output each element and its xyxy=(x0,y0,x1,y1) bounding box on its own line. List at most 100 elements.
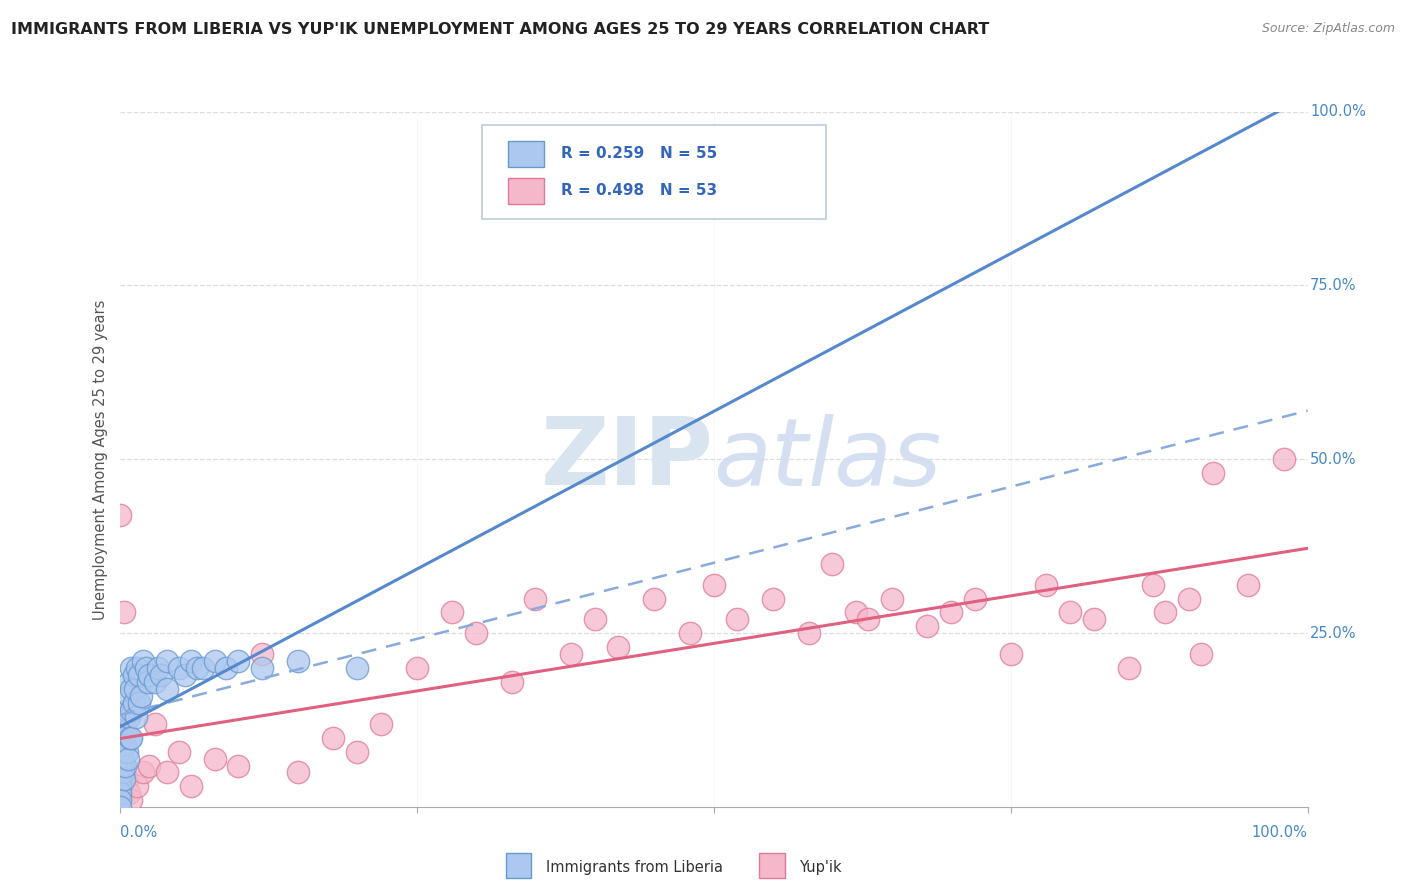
Point xyxy=(117,751,139,765)
Point xyxy=(122,696,145,710)
Point xyxy=(880,591,903,606)
Point xyxy=(1118,661,1140,675)
Point xyxy=(643,591,665,606)
Point xyxy=(797,626,820,640)
Point xyxy=(122,668,145,682)
Point xyxy=(120,793,142,807)
Y-axis label: Unemployment Among Ages 25 to 29 years: Unemployment Among Ages 25 to 29 years xyxy=(93,299,108,620)
Point xyxy=(112,606,135,620)
Point xyxy=(124,681,146,696)
Point xyxy=(112,772,135,787)
Point xyxy=(963,591,986,606)
Point xyxy=(118,675,141,690)
Point xyxy=(150,668,173,682)
Point xyxy=(156,681,179,696)
Point xyxy=(127,780,149,794)
Point xyxy=(1083,612,1105,626)
Point xyxy=(132,765,155,780)
Point xyxy=(370,716,392,731)
FancyBboxPatch shape xyxy=(508,178,544,204)
Point xyxy=(287,765,309,780)
Point xyxy=(702,577,725,591)
Point xyxy=(1154,606,1177,620)
Point xyxy=(560,647,582,661)
Point xyxy=(186,661,208,675)
Point xyxy=(1201,467,1223,481)
Point xyxy=(114,723,136,738)
Text: 25.0%: 25.0% xyxy=(1310,626,1357,640)
Point xyxy=(146,661,169,675)
Text: Source: ZipAtlas.com: Source: ZipAtlas.com xyxy=(1261,22,1395,36)
Point xyxy=(607,640,630,655)
Point xyxy=(1237,577,1260,591)
Point xyxy=(1000,647,1022,661)
Point xyxy=(167,745,190,759)
Point xyxy=(129,689,152,703)
Point xyxy=(108,772,131,787)
Point xyxy=(1189,647,1212,661)
Point xyxy=(108,793,131,807)
Point xyxy=(917,619,939,633)
Point xyxy=(143,716,166,731)
Point xyxy=(228,654,250,668)
Text: 75.0%: 75.0% xyxy=(1310,278,1357,293)
Point xyxy=(1142,577,1164,591)
Point xyxy=(167,661,190,675)
Point xyxy=(204,751,226,765)
Point xyxy=(120,703,142,717)
FancyBboxPatch shape xyxy=(508,141,544,167)
Point xyxy=(191,661,214,675)
Point xyxy=(725,612,748,626)
Point xyxy=(215,661,238,675)
Point xyxy=(821,557,844,571)
Point xyxy=(125,710,148,724)
Point xyxy=(679,626,702,640)
Text: 100.0%: 100.0% xyxy=(1310,104,1365,119)
Text: Immigrants from Liberia: Immigrants from Liberia xyxy=(546,860,723,874)
Point xyxy=(1178,591,1201,606)
Point xyxy=(287,654,309,668)
Text: 0.0%: 0.0% xyxy=(120,824,156,839)
Point xyxy=(405,661,427,675)
Point xyxy=(845,606,868,620)
Point xyxy=(112,751,135,765)
Text: ZIP: ZIP xyxy=(541,413,713,506)
Point xyxy=(1059,606,1081,620)
Point xyxy=(524,591,547,606)
Point xyxy=(128,696,150,710)
Text: 100.0%: 100.0% xyxy=(1251,824,1308,839)
Point xyxy=(228,758,250,772)
Point xyxy=(441,606,464,620)
Text: Yup'ik: Yup'ik xyxy=(799,860,841,874)
Point xyxy=(118,689,141,703)
Point xyxy=(1035,577,1057,591)
Point xyxy=(112,758,135,772)
Point xyxy=(322,731,344,745)
Point xyxy=(501,675,523,690)
Point xyxy=(120,661,142,675)
Point xyxy=(111,731,134,745)
Point xyxy=(120,681,142,696)
Point xyxy=(111,786,134,800)
Point xyxy=(114,710,136,724)
Point xyxy=(138,668,160,682)
Point xyxy=(180,654,202,668)
Point xyxy=(108,780,131,794)
Text: 50.0%: 50.0% xyxy=(1310,452,1357,467)
Point xyxy=(939,606,962,620)
Point xyxy=(138,758,160,772)
Point xyxy=(173,668,195,682)
Point xyxy=(128,668,150,682)
Point xyxy=(112,738,135,752)
Point xyxy=(118,786,141,800)
Point xyxy=(111,745,134,759)
Text: R = 0.259   N = 55: R = 0.259 N = 55 xyxy=(561,146,717,161)
Point xyxy=(108,800,131,814)
Point xyxy=(118,710,141,724)
Point xyxy=(108,786,131,800)
Point xyxy=(180,780,202,794)
Point xyxy=(127,661,149,675)
Point xyxy=(583,612,606,626)
Point xyxy=(346,745,368,759)
Point xyxy=(115,703,138,717)
